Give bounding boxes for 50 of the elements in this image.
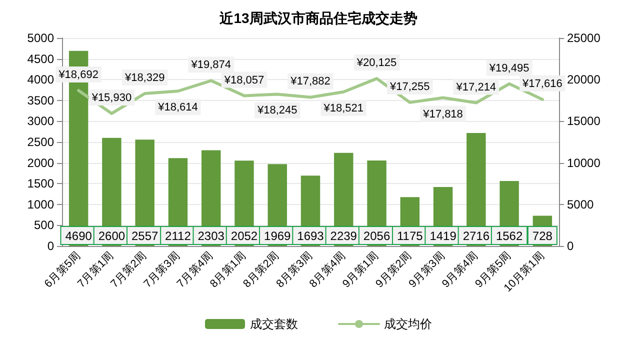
data-label: 4690: [65, 229, 92, 243]
data-label: ¥19,495: [488, 62, 530, 74]
data-label: ¥20,125: [356, 57, 397, 70]
legend-label: 成交套数: [250, 317, 298, 331]
data-label: 1693: [297, 229, 324, 243]
y-tick-label: 4000: [27, 72, 54, 87]
y2-tick-label: 15000: [567, 114, 601, 128]
y2-tick-label: 0: [567, 239, 574, 253]
y-tick-label: 2500: [27, 135, 54, 149]
data-label: ¥19,874: [190, 59, 231, 72]
data-label: ¥17,255: [389, 80, 430, 93]
y-tick-label: 4500: [27, 52, 54, 66]
legend-label: 成交均价: [384, 317, 432, 331]
y-tick-label: 5000: [27, 31, 54, 45]
data-label: ¥18,521: [322, 102, 364, 114]
data-label: 728: [532, 229, 553, 243]
data-label: 2056: [363, 229, 390, 243]
data-label: ¥18,692: [58, 68, 98, 81]
y2-tick-label: 25000: [567, 31, 601, 45]
y-tick-label: 3000: [27, 114, 54, 128]
data-label: ¥18,057: [223, 74, 264, 86]
y-tick-label: 1000: [27, 197, 54, 212]
y2-tick-label: 10000: [567, 156, 601, 170]
chart-title: 近13周武汉市商品住宅成交走势: [218, 10, 418, 26]
data-label: ¥17,818: [422, 108, 463, 120]
data-label: ¥15,930: [90, 92, 132, 104]
data-label: 1969: [264, 229, 292, 243]
y-tick-label: 500: [34, 218, 54, 232]
data-label: 2112: [165, 229, 192, 243]
data-label: ¥17,882: [290, 76, 330, 88]
y-tick-label: 2000: [27, 156, 54, 170]
y-tick-label: 0: [47, 239, 54, 253]
data-label: 2052: [230, 229, 258, 243]
data-label: 1562: [496, 229, 523, 243]
data-label: 2303: [198, 229, 225, 243]
y2-tick-label: 5000: [567, 197, 594, 212]
y-tick-label: 1500: [27, 176, 54, 191]
data-label: 1419: [430, 229, 457, 243]
data-label: 2557: [131, 229, 159, 243]
data-label: ¥18,245: [256, 104, 298, 117]
data-label: ¥18,614: [157, 102, 198, 114]
y2-tick-label: 20000: [567, 72, 601, 87]
data-label: 2600: [98, 229, 126, 243]
data-label: 2239: [330, 229, 358, 243]
data-label: ¥18,329: [124, 72, 165, 84]
data-label: ¥17,616: [522, 78, 562, 90]
data-label: ¥17,214: [455, 81, 496, 94]
data-label: 1175: [396, 229, 424, 243]
y-tick-label: 3500: [27, 93, 54, 108]
data-label: 2716: [462, 229, 490, 243]
